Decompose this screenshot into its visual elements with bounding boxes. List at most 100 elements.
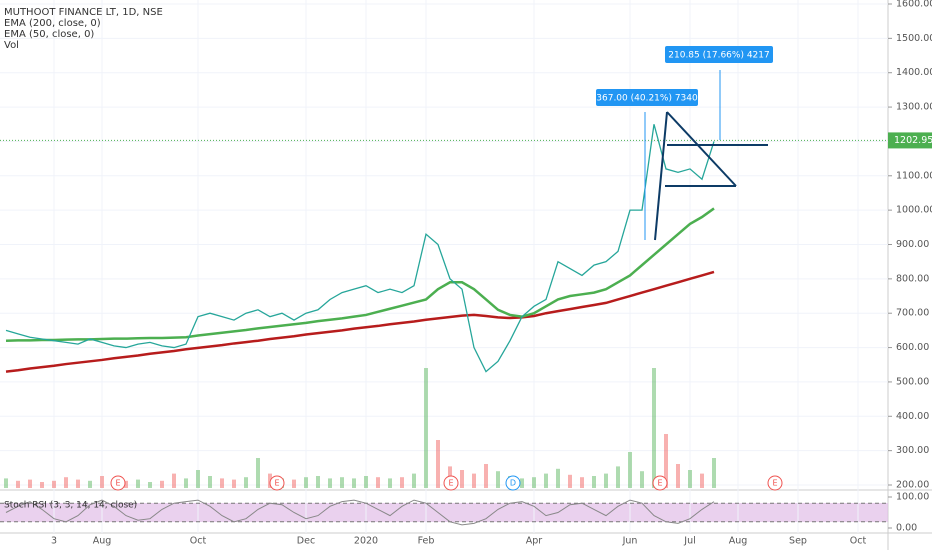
annotation-box <box>665 46 773 63</box>
legend-entry: EMA (200, close, 0) <box>4 18 101 29</box>
volume-bar <box>172 473 176 488</box>
x-tick-label: 2020 <box>354 536 378 547</box>
volume-bar <box>592 476 596 488</box>
volume-bar <box>700 473 704 488</box>
y-tick-label: 100.00 <box>896 492 929 503</box>
volume-bar <box>412 473 416 488</box>
x-tick-label: Aug <box>93 536 112 547</box>
event-marker <box>269 475 285 491</box>
volume-bar <box>532 477 536 488</box>
trend-line <box>654 111 668 241</box>
volume-bar <box>484 464 488 488</box>
annotation-box <box>596 89 698 106</box>
volume-bar <box>328 478 332 488</box>
y-tick-label: 1000.00 <box>896 205 932 216</box>
event-label: D <box>510 479 516 488</box>
volume-bar <box>712 458 716 488</box>
x-tick-label: Oct <box>850 536 867 547</box>
x-tick-label: Sep <box>789 536 807 547</box>
volume-bar <box>88 480 92 488</box>
y-tick-label: 0.00 <box>896 523 917 534</box>
volume-bar <box>40 482 44 488</box>
annotation: 367.00 (40.21%) 7340 <box>596 94 698 104</box>
volume-bar <box>208 476 212 488</box>
volume-bar <box>628 452 632 488</box>
measure-arrows <box>644 70 721 240</box>
volume-bar <box>400 477 404 488</box>
volume-bar <box>340 477 344 488</box>
volume-bar <box>52 480 56 488</box>
volume-bar <box>292 479 296 488</box>
volume-bar <box>16 480 20 488</box>
x-tick-label: Aug <box>729 536 748 547</box>
annotation: 210.85 (17.66%) 4217 <box>668 51 769 61</box>
stoch-line <box>5 499 715 526</box>
stoch-band <box>0 503 888 522</box>
event-marker <box>110 475 126 491</box>
volume-bar <box>28 479 32 488</box>
volume-bar <box>124 480 128 488</box>
y-tick-label: 300.00 <box>896 445 929 456</box>
y-tick-label: 1300.00 <box>896 102 932 113</box>
x-tick-label: Feb <box>418 536 435 547</box>
volume-bar <box>640 471 644 488</box>
event-label: E <box>115 479 120 488</box>
trend-line <box>666 111 737 187</box>
volume-bar <box>316 476 320 488</box>
volume-bar <box>304 477 308 488</box>
volume-bar <box>556 468 560 488</box>
event-label: E <box>772 479 777 488</box>
y-tick-label: 500.00 <box>896 376 929 387</box>
y-tick-label: 1100.00 <box>896 170 932 181</box>
volume-bar <box>256 458 260 488</box>
volume-bar <box>64 477 68 488</box>
y-tick-label: 400.00 <box>896 411 929 422</box>
volume-bar <box>388 478 392 488</box>
event-marker <box>505 475 521 491</box>
volume-bar <box>220 478 224 488</box>
volume-bar <box>232 479 236 488</box>
y-tick-label: 1600.00 <box>896 0 932 10</box>
event-marker <box>767 475 783 491</box>
volume-bar <box>376 477 380 488</box>
legend-entry: Stoch RSI (3, 3, 14, 14, close) <box>4 501 137 511</box>
legend-title: MUTHOOT FINANCE LT, 1D, NSE <box>4 7 163 18</box>
volume-bar <box>496 471 500 488</box>
volume-bar <box>148 482 152 488</box>
legend-entry: Vol <box>4 40 19 51</box>
volume-bar <box>100 476 104 488</box>
volume-bar <box>244 477 248 488</box>
y-tick-label: 600.00 <box>896 342 929 353</box>
volume-bar <box>4 478 8 488</box>
ema-line <box>5 207 715 342</box>
volume-bar <box>520 478 524 488</box>
x-tick-label: Jun <box>622 536 638 547</box>
x-tick-label: Jul <box>683 536 695 547</box>
event-label: E <box>657 479 662 488</box>
volume-bar <box>568 474 572 488</box>
volume-bar <box>436 440 440 488</box>
y-tick-label: 700.00 <box>896 308 929 319</box>
y-tick-label: 200.00 <box>896 480 929 491</box>
volume-bar <box>160 480 164 488</box>
volume-bar <box>364 476 368 488</box>
volume-bar <box>424 368 428 488</box>
volume-bar <box>652 368 656 488</box>
volume-bar <box>460 470 464 488</box>
volume-bar <box>544 473 548 488</box>
y-tick-label: 900.00 <box>896 239 929 250</box>
volume-bar <box>688 470 692 488</box>
triangle-drawing <box>654 111 768 241</box>
ema-line <box>5 270 715 373</box>
volume-bar <box>664 434 668 488</box>
price-line <box>5 124 715 373</box>
x-tick-label: Dec <box>297 536 315 547</box>
y-tick-label: 1500.00 <box>896 33 932 44</box>
x-tick-label: Apr <box>526 536 543 547</box>
volume-bar <box>616 466 620 488</box>
volume-bar <box>580 477 584 488</box>
volume-bar <box>604 473 608 488</box>
volume-bar <box>352 478 356 488</box>
